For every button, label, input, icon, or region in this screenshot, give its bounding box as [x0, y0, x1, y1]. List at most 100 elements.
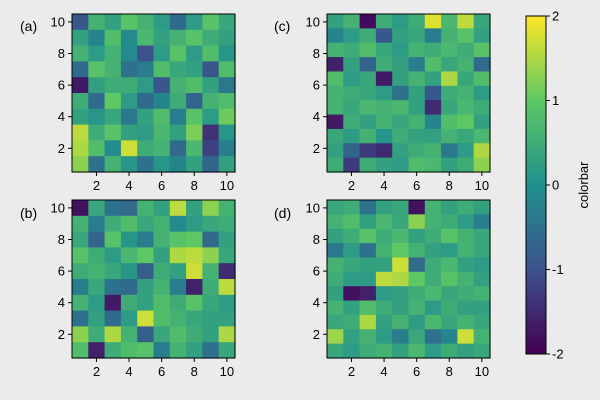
y-tick-label: 4 [58, 109, 65, 124]
heatmap-cell [72, 45, 89, 62]
heatmap-cell [153, 200, 171, 217]
heatmap-cell [392, 257, 410, 273]
heatmap-cell [104, 29, 122, 47]
heatmap-cell [327, 243, 344, 259]
heatmap-cell [104, 231, 122, 248]
heatmap-cell [137, 200, 155, 217]
heatmap-cell [120, 14, 138, 31]
heatmap-cell [424, 214, 442, 230]
heatmap-cell [343, 243, 361, 259]
heatmap-cell [424, 114, 442, 130]
heatmap-cell [88, 310, 106, 327]
y-tick-label: 6 [58, 78, 65, 93]
heatmap-cell [88, 294, 106, 312]
heatmap-cell [120, 279, 138, 296]
heatmap-cell [218, 247, 236, 264]
heatmap-cell [457, 100, 475, 116]
colorbar-tick-label: 0 [552, 178, 559, 193]
heatmap-cell [473, 257, 491, 273]
panel-label: (a) [20, 18, 37, 34]
heatmap-cell [408, 128, 426, 144]
heatmap-cell [72, 200, 89, 217]
heatmap-cell [153, 29, 171, 47]
heatmap-cell [408, 28, 426, 44]
heatmap-cell [186, 124, 203, 141]
heatmap-cell [408, 214, 426, 230]
heatmap-cell [104, 77, 122, 94]
heatmap-cell [359, 257, 377, 273]
heatmap-cell [375, 286, 393, 302]
heatmap-cell [359, 85, 377, 101]
heatmap-cell [153, 294, 171, 312]
heatmap-cell [120, 263, 138, 280]
heatmap-cell [343, 57, 361, 73]
x-tick-label: 4 [380, 364, 387, 379]
heatmap-cell [343, 329, 361, 345]
heatmap-cell [392, 214, 410, 230]
heatmap-cell [202, 124, 220, 141]
heatmap-cell [186, 310, 203, 327]
heatmap-cell [88, 29, 106, 47]
y-tick-label: 10 [51, 200, 65, 215]
heatmap-cell [392, 286, 410, 302]
heatmap-cell [169, 108, 187, 126]
heatmap-cell [186, 294, 203, 312]
heatmap-cell [327, 286, 344, 302]
heatmap-cell [424, 157, 442, 173]
heatmap-cell [375, 114, 393, 130]
heatmap-cell [441, 28, 458, 44]
heatmap-cell [88, 14, 106, 31]
y-tick-label: 10 [306, 14, 320, 29]
heatmap-cell [441, 14, 458, 29]
heatmap-cell [120, 342, 138, 359]
x-tick-label: 10 [475, 364, 489, 379]
heatmap-cell [153, 45, 171, 62]
heatmap-cell [392, 71, 410, 87]
heatmap-cell [375, 71, 393, 87]
heatmap-cell [457, 286, 475, 302]
heatmap-cell [408, 286, 426, 302]
heatmap-cell [441, 143, 458, 159]
heatmap-cell [153, 140, 171, 157]
heatmap-cell [104, 124, 122, 141]
heatmap-cell [359, 14, 377, 29]
heatmap-cell [202, 93, 220, 110]
heatmap-cell [392, 314, 410, 330]
heatmap-cell [72, 342, 89, 359]
heatmap-cell [104, 263, 122, 280]
heatmap-cell [218, 200, 236, 217]
heatmap-cell [375, 329, 393, 345]
heatmap-cell [88, 93, 106, 110]
y-tick-label: 8 [58, 232, 65, 247]
heatmap-cell [392, 343, 410, 359]
heatmap-cell [457, 257, 475, 273]
heatmap-cell [120, 215, 138, 233]
y-tick-label: 8 [313, 232, 320, 247]
heatmap-cell [359, 200, 377, 215]
heatmap-cell [169, 124, 187, 141]
heatmap-cell [120, 200, 138, 217]
heatmap-cell [392, 157, 410, 173]
heatmap-cell [424, 100, 442, 116]
heatmap-cell [392, 300, 410, 316]
heatmap-cell [327, 114, 344, 130]
heatmap-cell [202, 14, 220, 31]
heatmap-cell [473, 271, 491, 287]
heatmap-cell [120, 247, 138, 264]
heatmap-cell [88, 247, 106, 264]
heatmap-cell [375, 300, 393, 316]
heatmap-cell [137, 342, 155, 359]
heatmap-cell [441, 128, 458, 144]
heatmap-cell [186, 140, 203, 157]
heatmap-cell [169, 29, 187, 47]
heatmap-cell [375, 200, 393, 215]
heatmap-cell [186, 93, 203, 110]
heatmap-cell [375, 228, 393, 244]
heatmap-cell [424, 300, 442, 316]
heatmap-cell [473, 128, 491, 144]
colorbar-tick-label: 2 [552, 9, 559, 24]
heatmap-cell [218, 156, 236, 173]
heatmap-cell [137, 279, 155, 296]
x-tick-label: 6 [158, 178, 165, 193]
heatmap-cell [202, 326, 220, 343]
